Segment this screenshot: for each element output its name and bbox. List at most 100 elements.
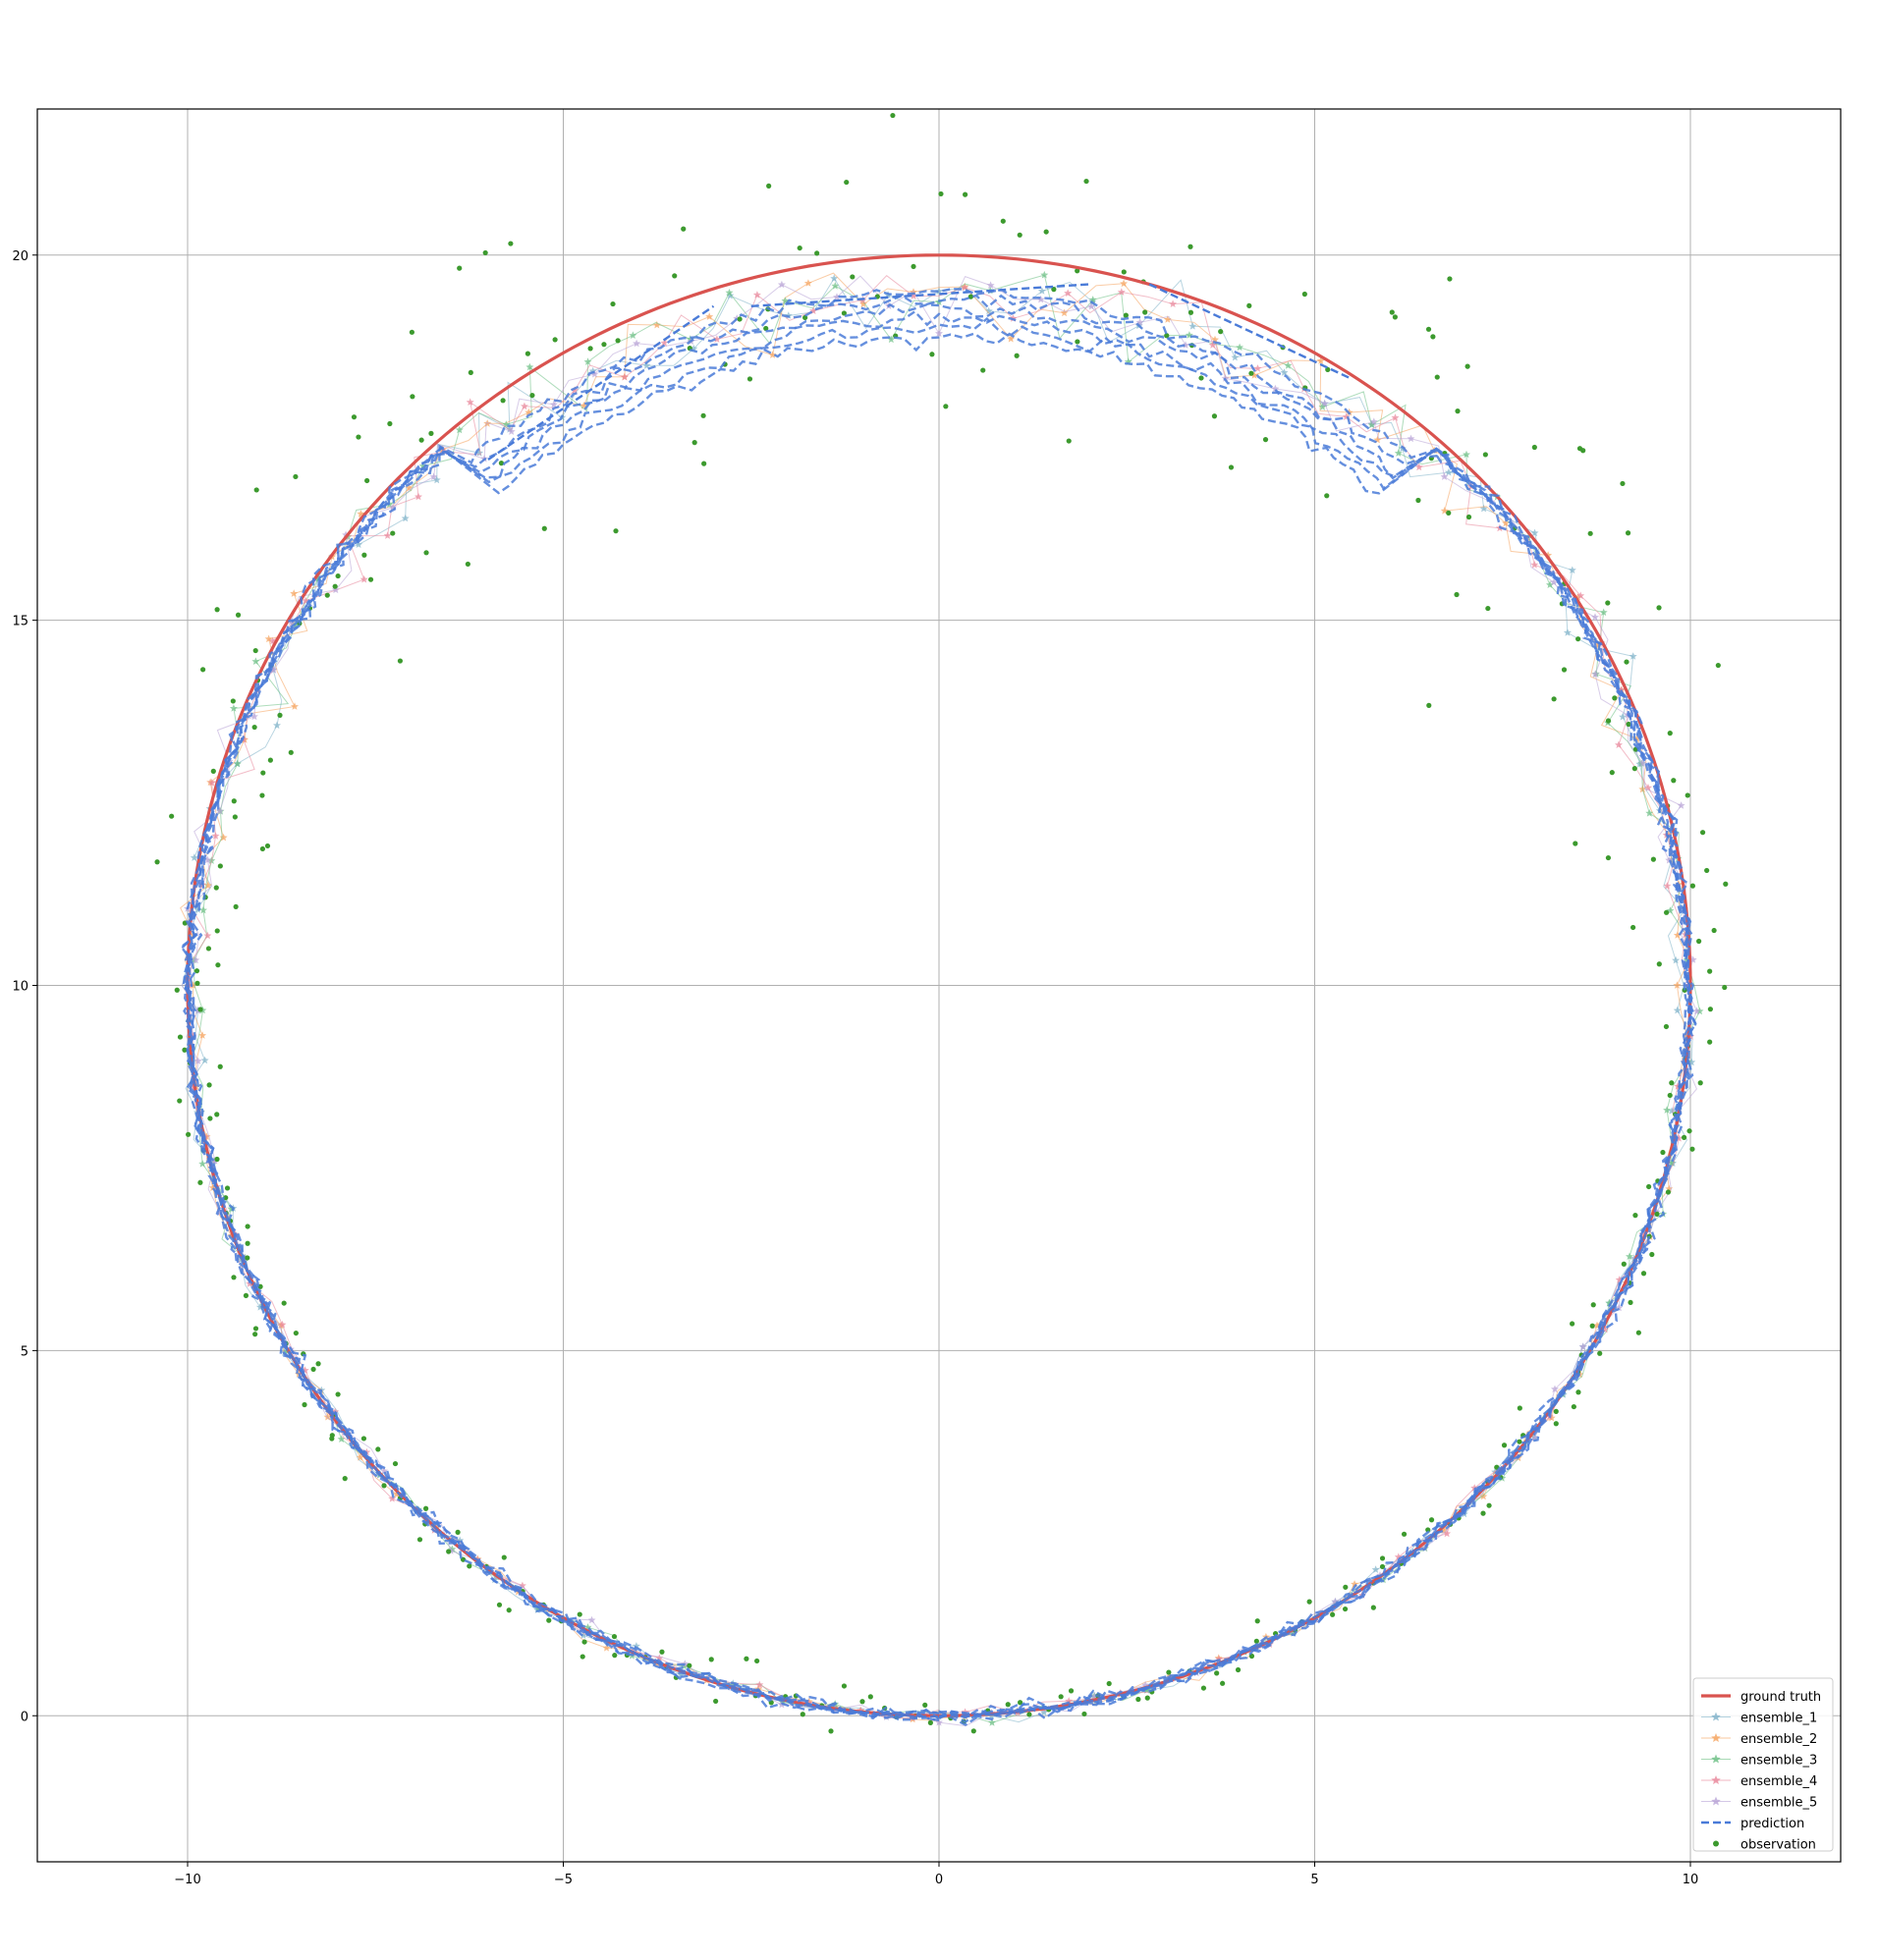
observation-point <box>546 1617 552 1623</box>
ensemble-1-marker <box>1673 1006 1682 1014</box>
ensemble-2-marker <box>859 299 867 308</box>
ensemble-3-marker <box>199 905 207 914</box>
observation-point <box>828 1728 834 1734</box>
y-tick-label: 20 <box>12 249 28 264</box>
observation-point <box>428 430 434 436</box>
observation-point <box>252 1326 259 1332</box>
observation-point <box>754 1658 760 1664</box>
observation-point <box>980 367 986 373</box>
observation-point <box>841 1683 848 1689</box>
ensemble-5-marker <box>986 281 995 289</box>
ensemble-2-marker <box>291 702 299 710</box>
observation-point <box>1590 1302 1596 1308</box>
observation-point <box>1464 363 1470 369</box>
observation-point <box>457 265 463 271</box>
observation-point <box>1370 1605 1376 1610</box>
ensemble-5-marker <box>429 472 438 480</box>
observation-point <box>1605 600 1611 606</box>
ensemble-4-marker <box>1391 413 1400 421</box>
observation-point <box>1681 1134 1687 1140</box>
observation-point <box>1707 968 1713 974</box>
legend-marker <box>1711 1754 1721 1764</box>
ensemble-4-marker <box>712 335 721 343</box>
observation-point <box>335 572 341 579</box>
ensemble-5-marker <box>587 1615 596 1624</box>
ensemble-1-marker <box>1672 955 1681 964</box>
observation-point <box>1663 1023 1670 1030</box>
ensemble-5-marker <box>1578 1342 1587 1350</box>
ensemble-2-marker <box>1673 931 1682 939</box>
observation-point <box>418 437 424 443</box>
legend-entry-ground-truth: ground truth <box>1701 1690 1821 1705</box>
observation-point <box>1640 1271 1647 1277</box>
observation-point <box>1081 1711 1087 1717</box>
ensemble-4-marker <box>1169 299 1178 307</box>
observation-point <box>1553 1408 1559 1414</box>
ensemble-3-marker <box>233 759 242 768</box>
observation-point <box>243 1292 249 1298</box>
observation-point <box>708 1657 714 1662</box>
ensemble-5-marker <box>215 806 224 815</box>
ensemble-3-marker <box>988 1718 996 1726</box>
observation-point <box>1306 1599 1312 1605</box>
observation-point <box>552 337 558 343</box>
ensemble-4-marker <box>1414 463 1423 471</box>
ensemble-5-marker <box>192 955 200 964</box>
ensemble-2-marker <box>1163 315 1172 323</box>
ensemble-1-marker <box>193 905 202 913</box>
observation-point <box>580 1654 585 1660</box>
observation-point <box>797 245 802 251</box>
observation-point <box>1686 1128 1692 1134</box>
observation-point <box>1696 938 1702 945</box>
ensemble-4-marker <box>1530 561 1539 569</box>
observation-point <box>715 63 720 68</box>
observation-point <box>1531 444 1537 451</box>
observation-point <box>1571 1403 1576 1410</box>
ensemble-2-marker <box>1502 518 1510 527</box>
observation-point <box>612 1653 618 1659</box>
observation-point <box>1649 1251 1655 1258</box>
x-tick-label: −5 <box>554 1873 573 1887</box>
ensemble-5-marker <box>1090 1692 1099 1700</box>
observation-point <box>214 928 220 934</box>
observation-point <box>214 607 220 613</box>
ensemble-2-marker <box>803 279 812 287</box>
legend-marker <box>1711 1796 1721 1806</box>
ensemble-2-marker <box>1007 334 1016 343</box>
observation-point <box>351 414 358 420</box>
observation-point <box>506 1607 512 1613</box>
observation-point <box>1425 326 1432 332</box>
observation-point <box>744 1656 749 1661</box>
observation-point <box>746 376 753 382</box>
observation-point <box>1379 1563 1386 1570</box>
observation-point <box>1389 309 1395 315</box>
ensemble-5-marker <box>193 1057 202 1064</box>
legend-entry-observation: observation <box>1713 1838 1816 1853</box>
observation-point <box>541 525 547 531</box>
observation-point <box>210 768 216 774</box>
ensemble-2-marker <box>290 589 299 597</box>
observation-point <box>335 1391 341 1397</box>
observation-point <box>1635 1330 1641 1335</box>
observation-point <box>360 1436 367 1442</box>
observation-point <box>233 903 239 910</box>
observation-point <box>315 1361 321 1367</box>
observation-point <box>1000 218 1006 224</box>
observation-point <box>659 1649 665 1655</box>
observation-point <box>1667 1092 1673 1099</box>
observation-point <box>1425 1527 1431 1533</box>
observation-point <box>197 1179 203 1185</box>
ensemble-4-marker <box>1215 1655 1224 1662</box>
observation-point <box>468 369 473 376</box>
observation-point <box>332 583 338 589</box>
ensemble-5-marker <box>1135 318 1144 326</box>
observation-point <box>1482 452 1488 458</box>
observation-point <box>1605 718 1612 724</box>
x-tick-label: 5 <box>1310 1873 1318 1887</box>
observation-point <box>613 528 619 534</box>
observation-point <box>310 1366 316 1373</box>
ensemble-2-marker <box>356 1453 364 1461</box>
ensemble-4-marker <box>621 372 629 381</box>
observation-point <box>267 757 273 763</box>
observation-point <box>1121 269 1127 275</box>
